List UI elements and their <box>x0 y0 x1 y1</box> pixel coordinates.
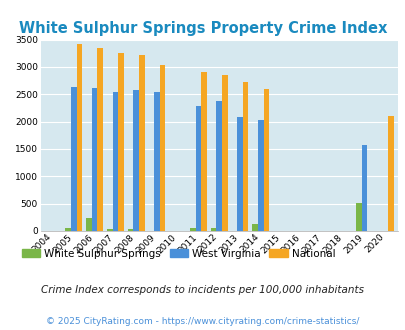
Bar <box>210 228 216 231</box>
Bar <box>65 228 71 231</box>
Bar <box>201 72 207 231</box>
Bar <box>222 75 227 231</box>
Bar <box>92 88 97 231</box>
Bar <box>97 49 103 231</box>
Bar <box>216 101 222 231</box>
Text: © 2025 CityRating.com - https://www.cityrating.com/crime-statistics/: © 2025 CityRating.com - https://www.city… <box>46 317 359 326</box>
Text: Crime Index corresponds to incidents per 100,000 inhabitants: Crime Index corresponds to incidents per… <box>41 285 364 295</box>
Bar <box>154 92 159 231</box>
Bar <box>190 228 195 231</box>
Bar <box>128 229 133 231</box>
Bar <box>195 106 201 231</box>
Bar <box>361 145 367 231</box>
Bar <box>387 115 393 231</box>
Bar <box>133 90 139 231</box>
Bar <box>86 218 92 231</box>
Bar <box>107 229 112 231</box>
Bar <box>355 203 361 231</box>
Bar <box>71 87 77 231</box>
Bar <box>263 89 269 231</box>
Bar <box>139 55 144 231</box>
Bar <box>77 44 82 231</box>
Bar <box>242 82 248 231</box>
Bar <box>118 53 124 231</box>
Text: White Sulphur Springs Property Crime Index: White Sulphur Springs Property Crime Ind… <box>19 21 386 36</box>
Bar <box>159 65 165 231</box>
Bar <box>112 92 118 231</box>
Legend: White Sulphur Springs, West Virginia, National: White Sulphur Springs, West Virginia, Na… <box>17 245 339 263</box>
Bar <box>257 120 263 231</box>
Bar <box>252 224 257 231</box>
Bar <box>237 117 242 231</box>
